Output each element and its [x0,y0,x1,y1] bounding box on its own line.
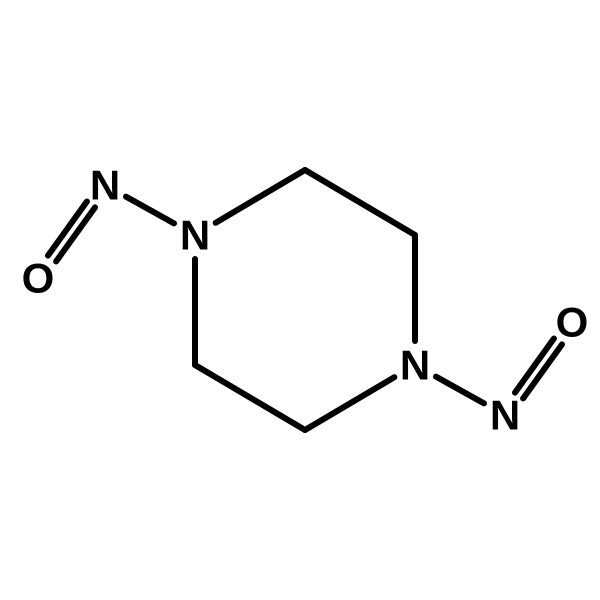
atom-label: O [22,255,55,302]
atom-label: N [180,212,210,259]
atom-label: N [400,342,430,389]
bond [216,170,305,223]
bond [305,377,394,430]
bond [126,197,174,224]
molecule-canvas: NNNONO [0,0,600,600]
atom-label: O [556,299,589,346]
bond [305,170,415,235]
bond [436,377,484,404]
bond [195,365,305,430]
atom-label: N [90,162,120,209]
atom-label: N [490,392,520,439]
